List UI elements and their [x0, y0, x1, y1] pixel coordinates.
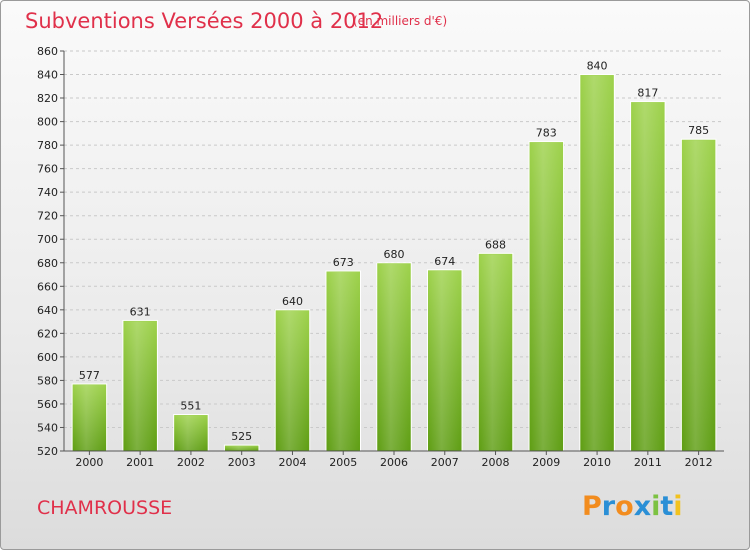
y-tick-label: 760: [37, 163, 58, 176]
y-tick-label: 520: [37, 445, 58, 458]
x-tick-label-2006: 2006: [380, 456, 408, 469]
y-tick-label: 620: [37, 327, 58, 340]
x-tick-label-2008: 2008: [482, 456, 510, 469]
y-tick-label: 860: [37, 45, 58, 58]
value-label-2008: 688: [485, 238, 506, 251]
value-label-2001: 631: [130, 305, 151, 318]
x-tick-label-2003: 2003: [228, 456, 256, 469]
y-tick-label: 820: [37, 92, 58, 105]
logo-letter: r: [601, 491, 616, 522]
y-tick-label: 640: [37, 304, 58, 317]
bar-shine: [631, 102, 665, 451]
value-label-2002: 551: [180, 400, 201, 413]
bar-shine: [73, 384, 106, 450]
x-tick-label-2000: 2000: [75, 456, 103, 469]
value-label-2009: 783: [536, 127, 557, 140]
x-tick-label-2005: 2005: [329, 456, 357, 469]
value-label-2012: 785: [688, 124, 709, 137]
bar-shine: [123, 321, 157, 450]
x-tick-label-2010: 2010: [583, 456, 611, 469]
bar-shine: [530, 142, 563, 450]
y-tick-label: 680: [37, 257, 58, 270]
value-label-2005: 673: [333, 256, 354, 269]
bar-shine: [682, 140, 715, 450]
x-tick-label-2011: 2011: [634, 456, 662, 469]
logo-letter: i: [673, 491, 683, 522]
x-tick-label-2009: 2009: [532, 456, 560, 469]
y-tick-label: 740: [37, 186, 58, 199]
y-tick-label: 560: [37, 398, 58, 411]
value-label-2003: 525: [231, 430, 252, 443]
bar-shine: [326, 272, 360, 450]
commune-name: CHAMROUSSE: [37, 497, 173, 519]
bar-shine: [479, 254, 512, 450]
logo-letter: x: [633, 491, 652, 522]
bar-shine: [580, 75, 614, 450]
value-label-2004: 640: [282, 295, 303, 308]
y-tick-label: 800: [37, 116, 58, 129]
bar-shine: [174, 415, 208, 450]
bar-layer: 577 631 551 525 640 673 680 674 688 783 840 817 785: [71, 60, 717, 452]
proxiti-logo: Proxiti: [582, 491, 683, 522]
value-label-2011: 817: [637, 87, 658, 100]
bar-shine: [377, 263, 411, 450]
y-tick-label: 580: [37, 374, 58, 387]
y-tick-label: 840: [37, 69, 58, 82]
value-label-2006: 680: [384, 248, 405, 261]
x-tick-label-2004: 2004: [278, 456, 306, 469]
value-label-2010: 840: [587, 60, 608, 73]
y-tick-label: 700: [37, 233, 58, 246]
logo-letter: o: [615, 491, 634, 522]
y-tick-label: 600: [37, 351, 58, 364]
bar-shine: [276, 310, 309, 450]
value-label-2000: 577: [79, 369, 100, 382]
x-tick-label-2001: 2001: [126, 456, 154, 469]
y-tick-label: 540: [37, 421, 58, 434]
y-tick-label: 720: [37, 210, 58, 223]
bar-shine: [428, 270, 462, 450]
x-tick-label-2002: 2002: [177, 456, 205, 469]
y-tick-label: 660: [37, 280, 58, 293]
axis-layer: 520 540 560 580 600 620 640 660 680 700 720 740 760 7…: [37, 45, 724, 469]
chart-subtitle: (en milliers d'€): [353, 14, 448, 28]
bar-shine: [225, 446, 258, 450]
logo-letter: P: [582, 491, 602, 522]
x-tick-label-2007: 2007: [431, 456, 459, 469]
chart-title: Subventions Versées 2000 à 2012: [25, 9, 384, 33]
x-tick-label-2012: 2012: [685, 456, 713, 469]
logo-letter: t: [660, 491, 674, 522]
y-tick-label: 780: [37, 139, 58, 152]
logo-letter: i: [651, 491, 661, 522]
value-label-2007: 674: [434, 255, 455, 268]
